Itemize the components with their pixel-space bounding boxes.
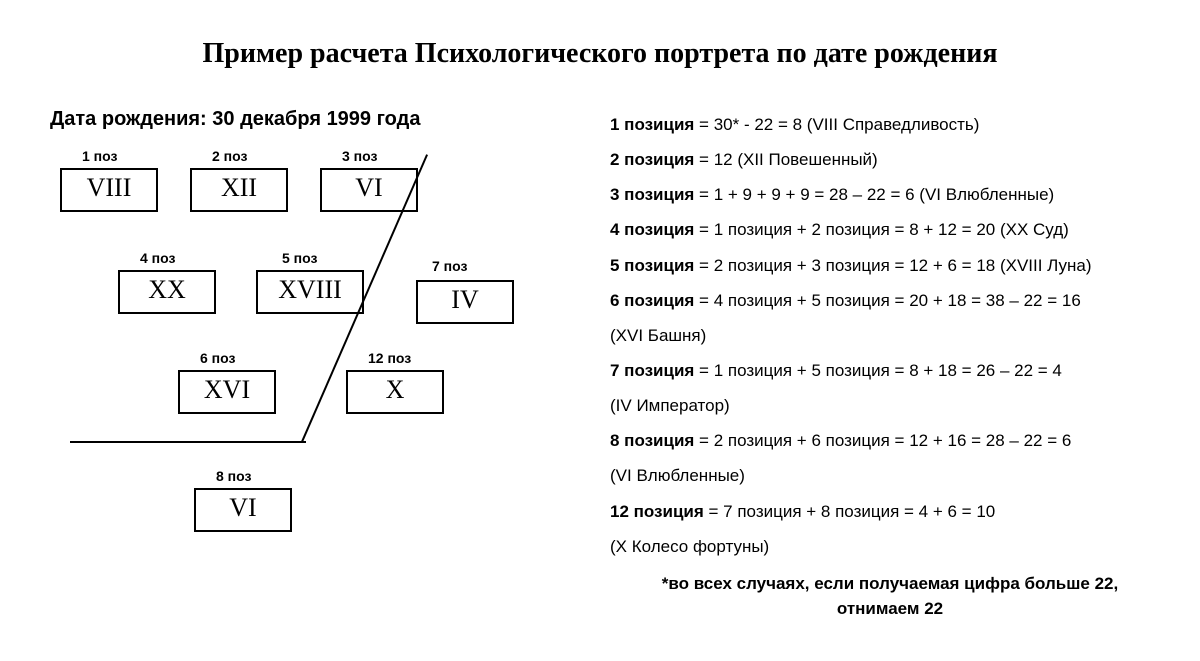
calc-5-key: 5 позиция xyxy=(610,256,694,275)
pos2-cell: XII xyxy=(190,168,288,212)
calc-5-val: = 2 позиция + 3 позиция = 12 + 6 = 18 (X… xyxy=(694,256,1091,275)
pos5-label: 5 поз xyxy=(282,250,317,266)
calc-line-3: 3 позиция = 1 + 9 + 9 + 9 = 28 – 22 = 6 … xyxy=(610,178,1170,211)
footnote-line2: отнимаем 22 xyxy=(837,599,943,618)
calc-line-7: 7 позиция = 1 позиция + 5 позиция = 8 + … xyxy=(610,354,1170,387)
footnote: *во всех случаях, если получаемая цифра … xyxy=(610,572,1170,621)
calc-6-val: = 4 позиция + 5 позиция = 20 + 18 = 38 –… xyxy=(694,291,1080,310)
page-root: Пример расчета Психологического портрета… xyxy=(0,0,1200,661)
calc-column: 1 позиция = 30* - 22 = 8 (VIII Справедли… xyxy=(610,108,1170,565)
calc-line-4: 4 позиция = 1 позиция + 2 позиция = 8 + … xyxy=(610,213,1170,246)
calc-line-2: 2 позиция = 12 (XII Повешенный) xyxy=(610,143,1170,176)
calc-7-key: 7 позиция xyxy=(610,361,694,380)
calc-7-val: = 1 позиция + 5 позиция = 8 + 18 = 26 – … xyxy=(694,361,1062,380)
diagram-hline xyxy=(70,441,306,443)
birthdate-label: Дата рождения: 30 декабря 1999 года xyxy=(50,108,420,131)
calc-12-val: = 7 позиция + 8 позиция = 4 + 6 = 10 xyxy=(704,502,995,521)
pos6-label: 6 поз xyxy=(200,350,235,366)
calc-line-7b: (IV Император) xyxy=(610,389,1170,422)
pos8-cell: VI xyxy=(194,488,292,532)
calc-8-val: = 2 позиция + 6 позиция = 12 + 16 = 28 –… xyxy=(694,431,1071,450)
pos4-cell: XX xyxy=(118,270,216,314)
calc-2-val: = 12 (XII Повешенный) xyxy=(694,150,877,169)
calc-4-key: 4 позиция xyxy=(610,220,694,239)
calc-line-1: 1 позиция = 30* - 22 = 8 (VIII Справедли… xyxy=(610,108,1170,141)
calc-line-8b: (VI Влюбленные) xyxy=(610,459,1170,492)
calc-line-6: 6 позиция = 4 позиция + 5 позиция = 20 +… xyxy=(610,284,1170,317)
calc-3-key: 3 позиция xyxy=(610,185,694,204)
pos3-label: 3 поз xyxy=(342,148,377,164)
pos12-label: 12 поз xyxy=(368,350,411,366)
calc-1-val: = 30* - 22 = 8 (VIII Справедливость) xyxy=(694,115,979,134)
calc-line-8: 8 позиция = 2 позиция + 6 позиция = 12 +… xyxy=(610,424,1170,457)
footnote-line1: *во всех случаях, если получаемая цифра … xyxy=(662,574,1118,593)
pos8-label: 8 поз xyxy=(216,468,251,484)
calc-4-val: = 1 позиция + 2 позиция = 8 + 12 = 20 (X… xyxy=(694,220,1068,239)
calc-8-key: 8 позиция xyxy=(610,431,694,450)
pos2-label: 2 поз xyxy=(212,148,247,164)
pos1-label: 1 поз xyxy=(82,148,117,164)
pos12-cell: X xyxy=(346,370,444,414)
pos7-cell: IV xyxy=(416,280,514,324)
page-title: Пример расчета Психологического портрета… xyxy=(0,38,1200,70)
calc-line-6b: (XVI Башня) xyxy=(610,319,1170,352)
pos1-cell: VIII xyxy=(60,168,158,212)
calc-line-12: 12 позиция = 7 позиция + 8 позиция = 4 +… xyxy=(610,495,1170,528)
pos7-label: 7 поз xyxy=(432,258,467,274)
calc-3-val: = 1 + 9 + 9 + 9 = 28 – 22 = 6 (VI Влюбле… xyxy=(694,185,1054,204)
pos5-cell: XVIII xyxy=(256,270,364,314)
calc-line-5: 5 позиция = 2 позиция + 3 позиция = 12 +… xyxy=(610,249,1170,282)
pos6-cell: XVI xyxy=(178,370,276,414)
calc-1-key: 1 позиция xyxy=(610,115,694,134)
pos4-label: 4 поз xyxy=(140,250,175,266)
calc-6-key: 6 позиция xyxy=(610,291,694,310)
calc-line-12b: (X Колесо фортуны) xyxy=(610,530,1170,563)
calc-12-key: 12 позиция xyxy=(610,502,704,521)
calc-2-key: 2 позиция xyxy=(610,150,694,169)
